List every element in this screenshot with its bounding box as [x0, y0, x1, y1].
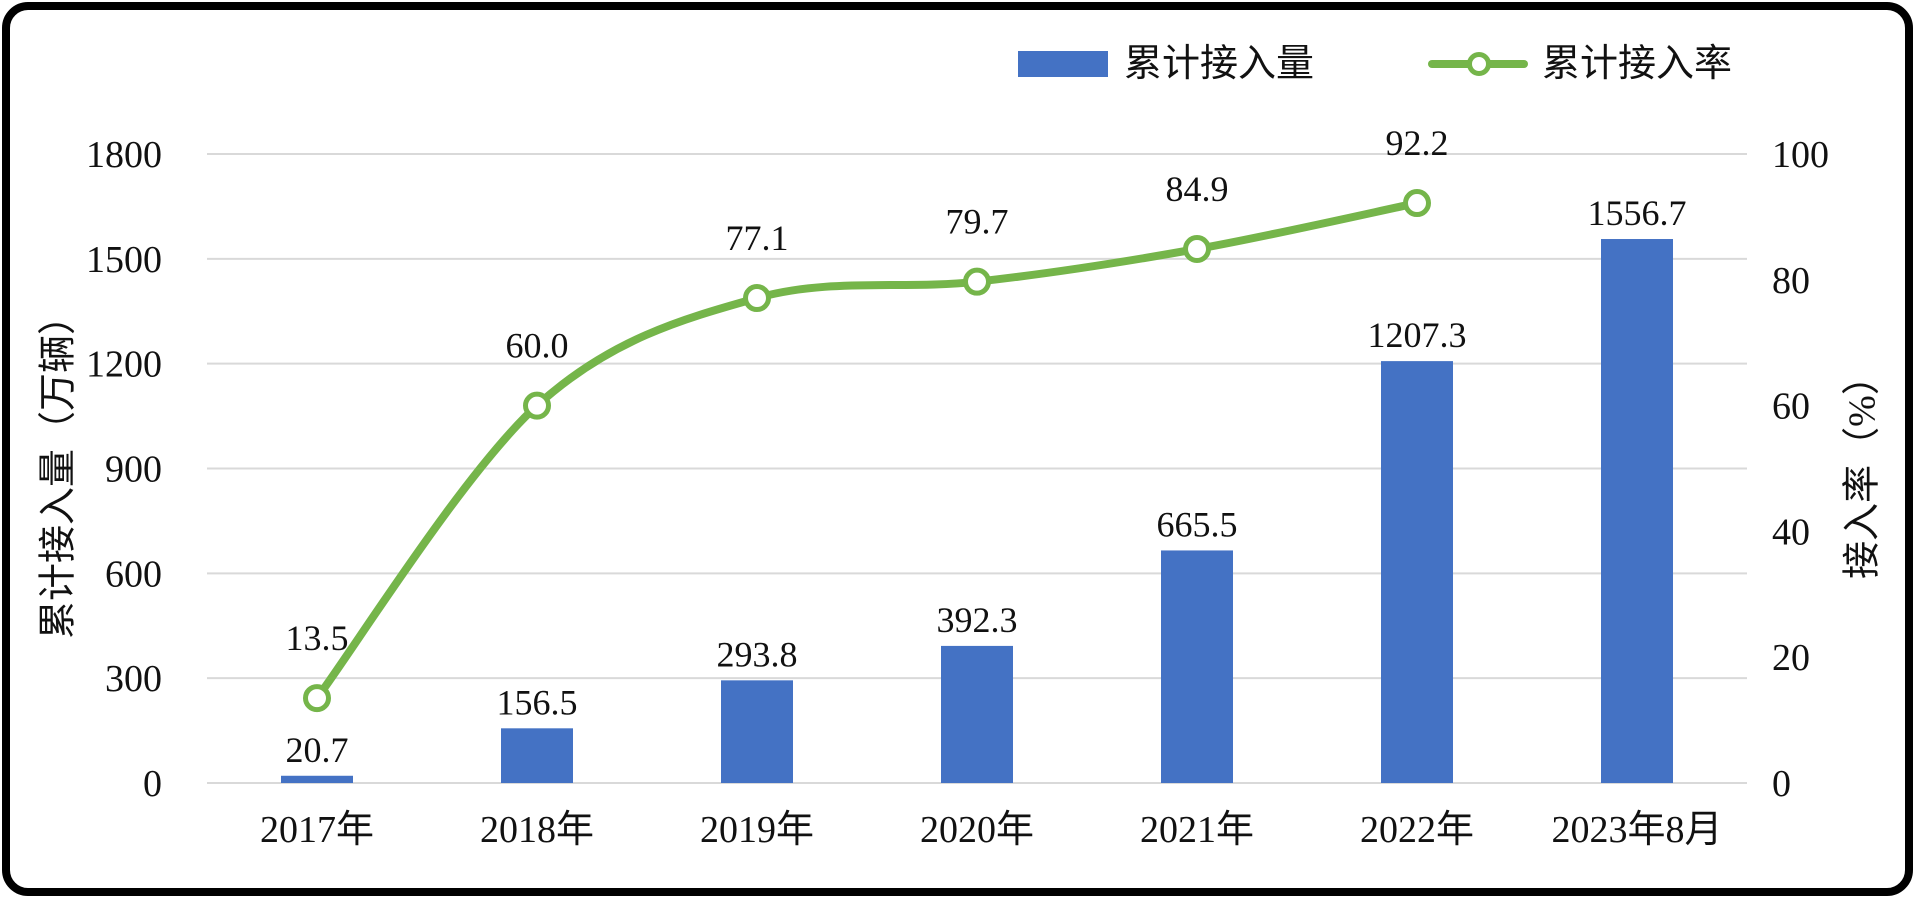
x-tick-label: 2018年 [480, 809, 594, 851]
line-marker-2022年 [1403, 189, 1431, 218]
legend: 累计接入量 累计接入率 [0, 38, 1915, 90]
bar-value-label: 156.5 [497, 682, 578, 722]
line-value-label: 60.0 [506, 326, 569, 366]
rate-line [313, 199, 1421, 703]
bar-series [281, 239, 1673, 783]
bar-value-label: 1556.7 [1588, 193, 1687, 233]
line-marker-2018年 [523, 391, 551, 420]
line-value-label: 77.1 [726, 218, 789, 258]
bar-2017年 [281, 775, 353, 783]
right-tick-label: 100 [1772, 134, 1829, 176]
x-tick-label: 2017年 [260, 809, 374, 851]
line-marker-2017年 [303, 684, 331, 713]
line-marker-2019年 [743, 284, 771, 313]
left-tick-label: 0 [143, 763, 162, 805]
right-tick-label: 80 [1772, 260, 1810, 302]
bar-2018年 [501, 728, 573, 783]
legend-label: 累计接入率 [1542, 43, 1733, 85]
line-value-label: 13.5 [286, 618, 349, 658]
line-marker-2021年 [1183, 234, 1211, 263]
left-tick-label: 300 [105, 658, 162, 700]
left-tick-label: 900 [105, 449, 162, 491]
x-axis-ticks: 2017年 2018年 2019年 2020年 2021年 2022年 2023年8月 [260, 809, 1723, 851]
line-markers [303, 189, 1431, 713]
right-tick-label: 40 [1772, 511, 1810, 553]
gridlines [207, 153, 1747, 784]
x-tick-label: 2019年 [700, 809, 814, 851]
left-axis-title: 累计接入量（万辆） [37, 296, 80, 640]
left-tick-label: 600 [105, 553, 162, 595]
bar-value-label: 293.8 [717, 634, 798, 674]
x-tick-label: 2022年 [1360, 809, 1474, 851]
right-axis-ticks: 0 20 40 60 80 100 [1772, 134, 1829, 805]
x-tick-label: 2021年 [1140, 809, 1254, 851]
legend-label: 累计接入量 [1124, 43, 1315, 85]
line-series [313, 199, 1421, 703]
bar-series-swatch-icon [1018, 51, 1108, 77]
line-value-label: 92.2 [1386, 123, 1449, 163]
bar-2020年 [941, 645, 1013, 783]
legend-item-bar-series: 累计接入量 [1018, 38, 1314, 90]
left-tick-label: 1500 [86, 239, 162, 281]
x-tick-label: 2020年 [920, 809, 1034, 851]
line-value-label: 79.7 [946, 202, 1009, 242]
bar-data-labels: 20.7 156.5 293.8 392.3 665.5 1207.3 1556.7 [286, 193, 1687, 770]
right-tick-label: 20 [1772, 637, 1810, 679]
x-tick-label: 2023年8月 [1551, 809, 1722, 851]
line-series-swatch-icon [1428, 51, 1528, 77]
line-value-label: 84.9 [1166, 169, 1229, 209]
bar-2022年 [1381, 361, 1453, 783]
right-axis-title: 接入率（%） [1841, 357, 1884, 579]
bar-2019年 [721, 680, 793, 783]
line-data-labels: 13.5 60.0 77.1 79.7 84.9 92.2 [286, 123, 1449, 658]
line-marker-2020年 [963, 267, 991, 296]
bar-2021年 [1161, 550, 1233, 783]
bar-value-label: 20.7 [286, 730, 349, 770]
bar-value-label: 1207.3 [1368, 315, 1467, 355]
legend-item-line-series: 累计接入率 [1428, 38, 1732, 90]
right-tick-label: 0 [1772, 763, 1791, 805]
left-tick-label: 1200 [86, 344, 162, 386]
bar-2023年8月 [1601, 239, 1673, 783]
left-tick-label: 1800 [86, 134, 162, 176]
left-axis-ticks: 0 300 600 900 1200 1500 1800 [86, 134, 162, 805]
right-tick-label: 60 [1772, 386, 1810, 428]
bar-value-label: 665.5 [1157, 504, 1238, 544]
bar-value-label: 392.3 [937, 600, 1018, 640]
